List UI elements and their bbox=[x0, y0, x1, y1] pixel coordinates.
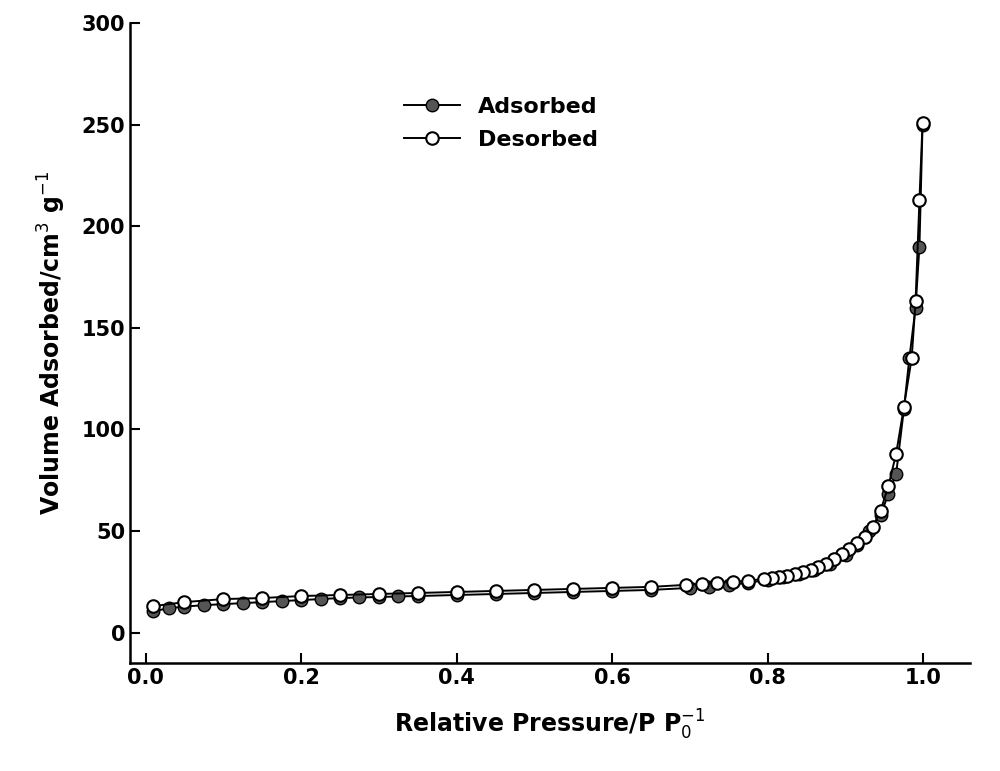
Adsorbed bbox=[890, 470, 902, 479]
Desorbed bbox=[781, 571, 793, 581]
Desorbed bbox=[645, 582, 657, 591]
Desorbed bbox=[451, 588, 463, 597]
Desorbed bbox=[890, 449, 902, 459]
Desorbed bbox=[567, 584, 579, 594]
Desorbed bbox=[917, 118, 929, 127]
Line: Adsorbed: Adsorbed bbox=[147, 119, 929, 618]
Desorbed bbox=[910, 297, 922, 306]
Desorbed bbox=[812, 562, 824, 571]
Adsorbed bbox=[851, 540, 863, 550]
Adsorbed bbox=[373, 592, 385, 601]
Adsorbed bbox=[903, 354, 915, 363]
Desorbed bbox=[851, 539, 863, 548]
Adsorbed bbox=[875, 510, 887, 520]
Desorbed bbox=[836, 550, 848, 559]
Adsorbed bbox=[217, 600, 229, 609]
Desorbed bbox=[758, 574, 770, 584]
Desorbed bbox=[882, 482, 894, 491]
Desorbed bbox=[373, 589, 385, 598]
Adsorbed bbox=[567, 588, 579, 597]
Adsorbed bbox=[490, 589, 502, 598]
Adsorbed bbox=[913, 242, 925, 251]
Desorbed bbox=[875, 506, 887, 515]
Desorbed bbox=[334, 591, 346, 600]
Adsorbed bbox=[256, 598, 268, 607]
Desorbed bbox=[147, 601, 159, 611]
Adsorbed bbox=[898, 405, 910, 414]
Desorbed bbox=[766, 573, 778, 582]
Desorbed bbox=[913, 195, 925, 204]
Adsorbed bbox=[824, 559, 836, 568]
Desorbed bbox=[828, 555, 840, 564]
Adsorbed bbox=[198, 601, 210, 610]
Desorbed bbox=[295, 591, 307, 601]
Desorbed bbox=[773, 572, 785, 581]
Desorbed bbox=[606, 584, 618, 593]
Adsorbed bbox=[742, 578, 754, 588]
Adsorbed bbox=[684, 584, 696, 593]
Adsorbed bbox=[808, 565, 820, 574]
Desorbed bbox=[820, 559, 832, 568]
Line: Desorbed: Desorbed bbox=[147, 116, 929, 612]
Adsorbed bbox=[412, 591, 424, 601]
Adsorbed bbox=[882, 490, 894, 499]
Y-axis label: Volume Adsorbed/cm$^3$ g$^{-1}$: Volume Adsorbed/cm$^3$ g$^{-1}$ bbox=[35, 171, 68, 515]
Adsorbed bbox=[762, 575, 774, 584]
Adsorbed bbox=[910, 303, 922, 312]
Adsorbed bbox=[451, 591, 463, 600]
Adsorbed bbox=[528, 588, 540, 598]
Adsorbed bbox=[353, 593, 365, 602]
Desorbed bbox=[843, 544, 855, 554]
Legend: Adsorbed, Desorbed: Adsorbed, Desorbed bbox=[393, 86, 609, 161]
Adsorbed bbox=[863, 527, 875, 536]
Adsorbed bbox=[334, 594, 346, 603]
Adsorbed bbox=[147, 607, 159, 616]
Desorbed bbox=[680, 581, 692, 590]
X-axis label: Relative Pressure/P P$_0^{-1}$: Relative Pressure/P P$_0^{-1}$ bbox=[394, 707, 706, 742]
Desorbed bbox=[217, 594, 229, 604]
Desorbed bbox=[178, 598, 190, 607]
Adsorbed bbox=[645, 585, 657, 594]
Desorbed bbox=[490, 586, 502, 595]
Desorbed bbox=[789, 569, 801, 578]
Desorbed bbox=[906, 354, 918, 363]
Desorbed bbox=[742, 576, 754, 585]
Desorbed bbox=[859, 533, 871, 542]
Adsorbed bbox=[315, 594, 327, 604]
Adsorbed bbox=[295, 595, 307, 604]
Desorbed bbox=[805, 565, 817, 574]
Adsorbed bbox=[723, 581, 735, 590]
Desorbed bbox=[696, 579, 708, 588]
Adsorbed bbox=[840, 550, 852, 560]
Adsorbed bbox=[703, 582, 715, 591]
Desorbed bbox=[727, 577, 739, 587]
Desorbed bbox=[528, 585, 540, 594]
Desorbed bbox=[412, 588, 424, 598]
Adsorbed bbox=[777, 572, 789, 581]
Desorbed bbox=[898, 402, 910, 412]
Adsorbed bbox=[917, 120, 929, 130]
Adsorbed bbox=[178, 602, 190, 611]
Adsorbed bbox=[392, 592, 404, 601]
Desorbed bbox=[867, 522, 879, 531]
Adsorbed bbox=[793, 569, 805, 578]
Desorbed bbox=[256, 594, 268, 603]
Adsorbed bbox=[237, 598, 249, 608]
Adsorbed bbox=[163, 604, 175, 613]
Desorbed bbox=[797, 567, 809, 576]
Adsorbed bbox=[276, 597, 288, 606]
Adsorbed bbox=[606, 586, 618, 595]
Desorbed bbox=[711, 578, 723, 588]
